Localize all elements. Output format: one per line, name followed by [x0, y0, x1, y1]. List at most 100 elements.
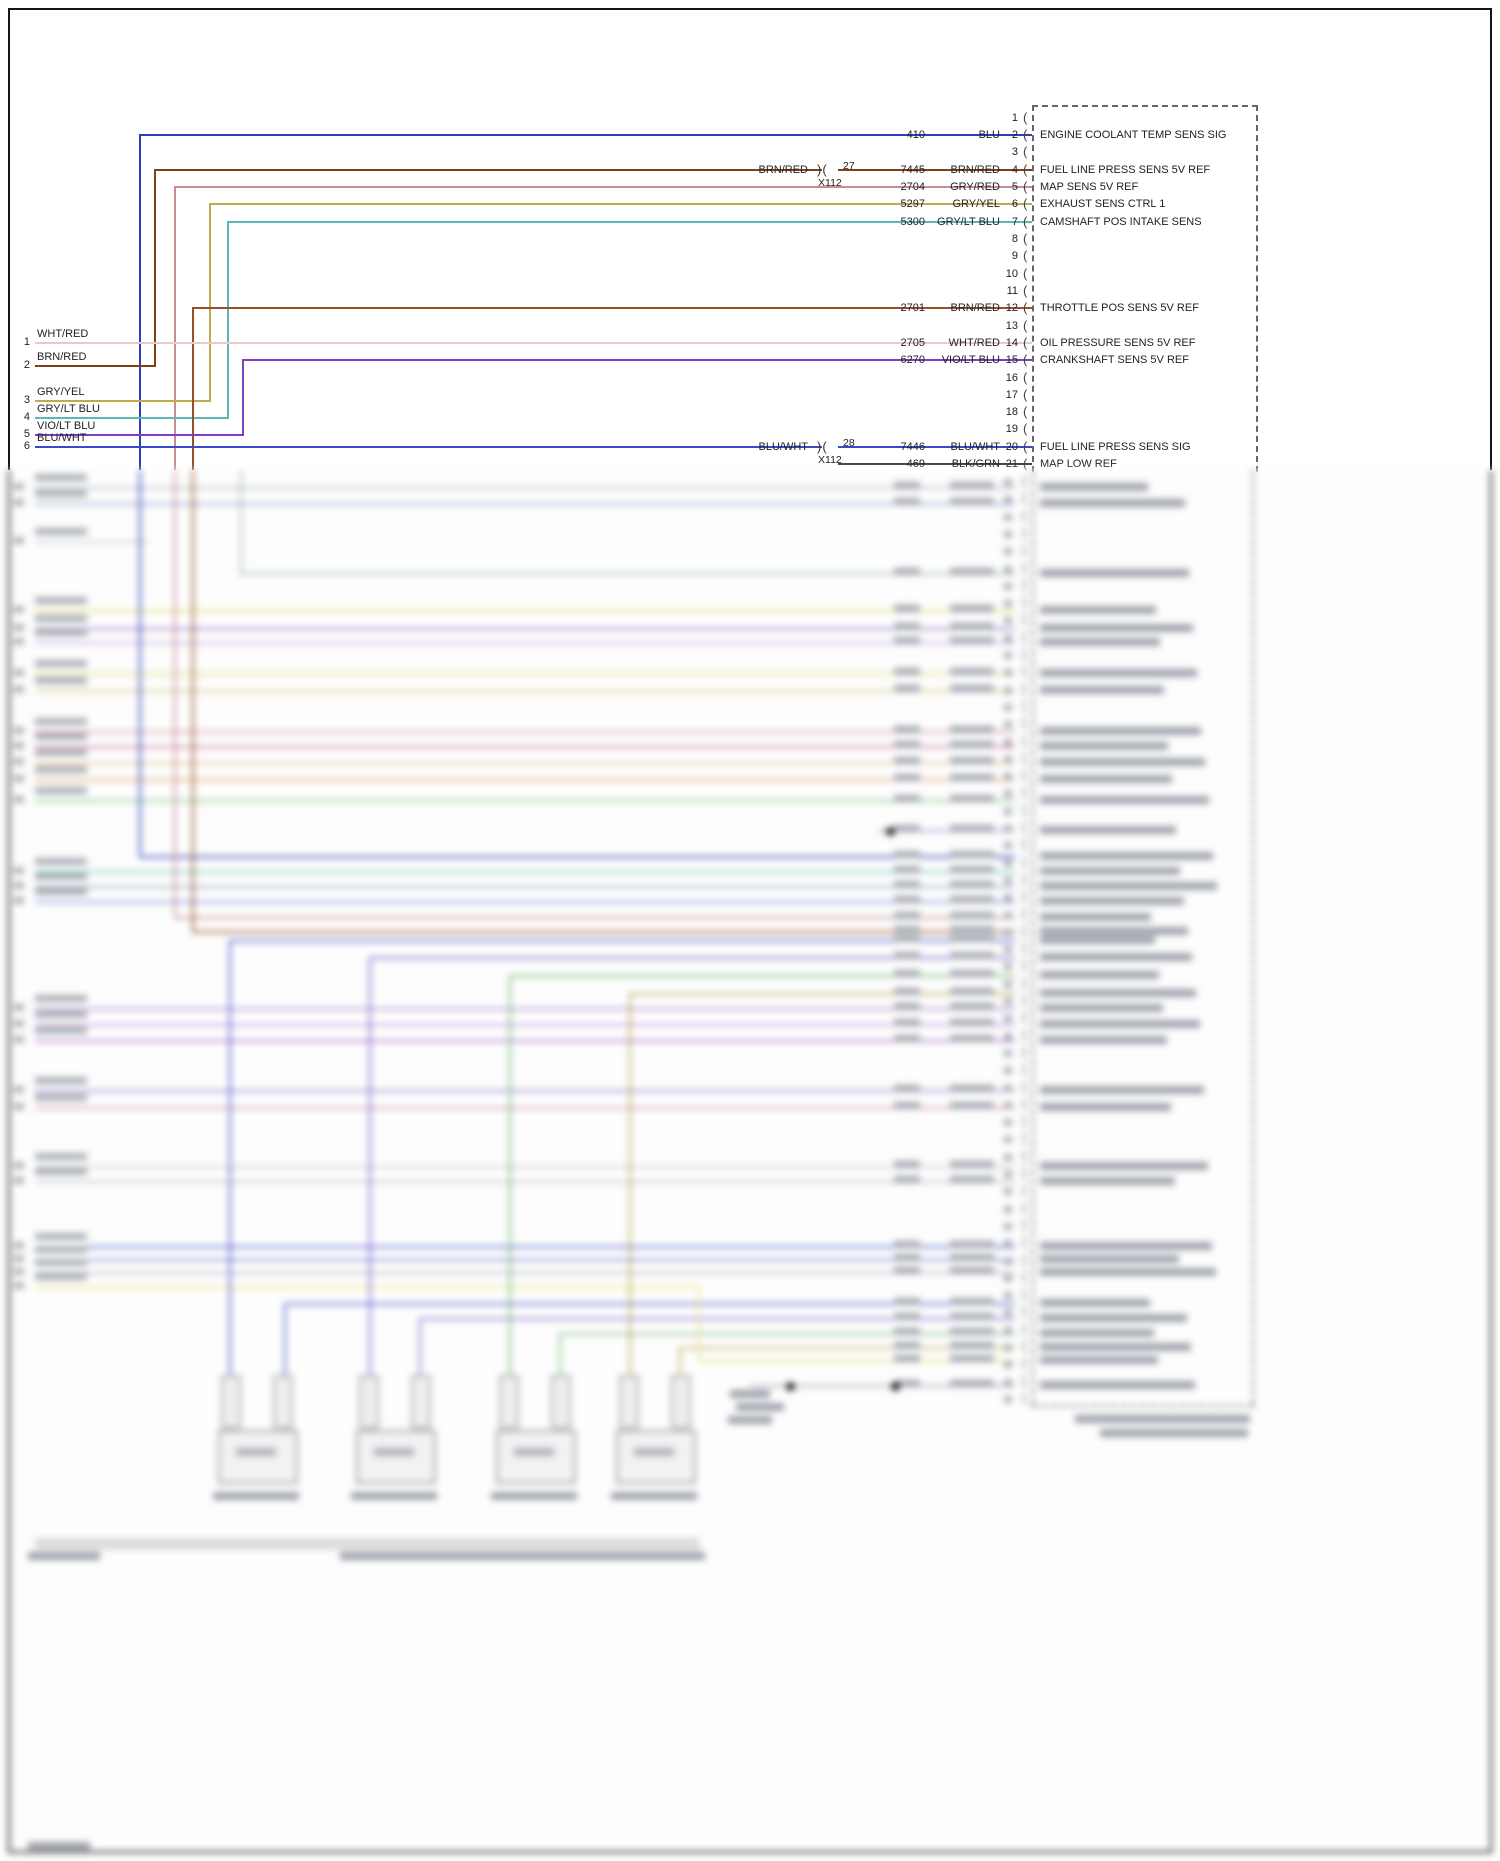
blurred-detail: ( [1022, 697, 1027, 713]
connector-pin-row: 17 [0, 387, 1290, 403]
pin-number: 7 [1011, 216, 1018, 228]
wire-gryltblu-vertical [227, 221, 229, 419]
blurred-detail: ( [1022, 559, 1027, 575]
blurred-detail [35, 995, 87, 1002]
blurred-detail [35, 474, 87, 481]
blurred-detail [1004, 928, 1012, 936]
blurred-detail [35, 660, 87, 667]
blurred-detail [496, 1430, 576, 1484]
blurred-detail: ( [1022, 940, 1027, 956]
blurred-detail [894, 637, 920, 644]
blurred-detail [950, 1355, 994, 1362]
blurred-detail [1004, 1361, 1012, 1369]
blurred-detail [894, 668, 920, 675]
blurred-detail [14, 1255, 24, 1262]
blurred-detail: ( [1022, 732, 1027, 748]
connector-pin-row: 13 [0, 318, 1290, 334]
blurred-detail [1004, 859, 1012, 867]
blurred-detail [374, 1448, 414, 1456]
circuit-number: 7445 [900, 164, 925, 176]
blurred-detail [1040, 686, 1164, 694]
blurred-detail: ( [1022, 1216, 1027, 1232]
pin-number: 3 [1011, 146, 1018, 158]
blurred-detail [1004, 876, 1012, 884]
pin-number: 11 [1006, 285, 1018, 297]
blurred-detail [193, 931, 1015, 933]
blurred-detail [419, 1318, 421, 1430]
blurred-detail [894, 1085, 920, 1092]
blurred-detail [14, 775, 24, 782]
pin-number: 14 [1005, 337, 1018, 349]
blurred-detail: ( [1022, 680, 1027, 696]
blurred-detail [894, 1003, 920, 1010]
blurred-detail [35, 1153, 87, 1160]
wire-brnred2-vertical [192, 307, 194, 470]
blurred-detail [1004, 565, 1012, 573]
blurred-detail [894, 851, 920, 858]
pin-label: OIL PRESSURE SENS 5V REF [1040, 337, 1196, 349]
blurred-detail [221, 1375, 241, 1429]
wire-gryred-vertical [174, 186, 176, 470]
pin-label: FUEL LINE PRESS SENS 5V REF [1040, 164, 1211, 176]
page-border-top [8, 8, 1492, 10]
circuit-number: 2704 [900, 181, 925, 193]
blurred-detail [1004, 1292, 1012, 1300]
blurred-detail [35, 718, 87, 725]
connector-pin-row: 16 [0, 370, 1290, 386]
pin-label: CAMSHAFT POS INTAKE SENS [1040, 216, 1202, 228]
blurred-detail [698, 1286, 700, 1361]
blurred-detail [894, 912, 920, 919]
blurred-detail [894, 685, 920, 692]
wire-color-code: WHT/RED [948, 337, 1000, 349]
blurred-detail [950, 1298, 994, 1305]
page-border-left [8, 8, 10, 470]
pin-label: FUEL LINE PRESS SENS SIG [1040, 441, 1191, 453]
blurred-detail: ( [1022, 1251, 1027, 1267]
pin-bracket-icon [1023, 439, 1027, 455]
blurred-detail [894, 866, 920, 873]
blurred-detail [35, 629, 87, 636]
blurred-detail [1004, 963, 1012, 971]
connector-pin-row: 10 [0, 266, 1290, 282]
blurred-detail: ( [1022, 1095, 1027, 1111]
blurred-detail [1040, 1004, 1163, 1012]
blurred-detail [218, 1430, 298, 1484]
blurred-detail [411, 1375, 431, 1429]
pin-label: THROTTLE POS SENS 5V REF [1040, 302, 1199, 314]
blurred-detail [950, 1161, 994, 1168]
blurred-detail [14, 742, 24, 749]
blurred-detail [894, 988, 920, 995]
wire-color-code: BLU/WHT [950, 441, 1001, 453]
blurred-detail [671, 1375, 691, 1429]
blurred-detail: ( [1022, 1078, 1027, 1094]
blurred-detail [35, 503, 1015, 505]
blurred-detail [894, 774, 920, 781]
blurred-detail: ( [1022, 1182, 1027, 1198]
blurred-detail: ( [1022, 1026, 1027, 1042]
blurred-detail [950, 926, 994, 933]
blurred-detail [28, 1842, 90, 1850]
blurred-detail [894, 795, 920, 802]
connector-pin-row: 6270 VIO/LT BLU 15 CRANKSHAFT SENS 5V RE… [0, 352, 1290, 368]
pin-bracket-icon [1023, 214, 1027, 230]
blurred-detail [1004, 894, 1012, 902]
blurred-detail [894, 970, 920, 977]
blurred-detail [1004, 773, 1012, 781]
pin-bracket-icon [1023, 162, 1027, 178]
pin-number: 20 [1005, 441, 1018, 453]
blurred-detail [1004, 790, 1012, 798]
blurred-detail [14, 537, 24, 544]
blurred-detail [1032, 1405, 1254, 1407]
pin-bracket-icon [1023, 144, 1027, 160]
connector-pin-row: 5300 GRY/LT BLU 7 CAMSHAFT POS INTAKE SE… [0, 214, 1290, 230]
blurred-detail: ( [1022, 870, 1027, 886]
blurred-detail [1004, 1084, 1012, 1092]
pin-bracket-icon [1023, 248, 1027, 264]
splice-pin-number: 28 [843, 437, 855, 449]
stub-wire-color: BRN/RED [37, 351, 87, 363]
blurred-detail [35, 766, 87, 773]
wire-blu-horizontal [140, 134, 1032, 136]
blurred-detail: ( [1022, 1286, 1027, 1302]
blurred-detail [1040, 826, 1176, 834]
blurred-detail [510, 975, 1015, 977]
